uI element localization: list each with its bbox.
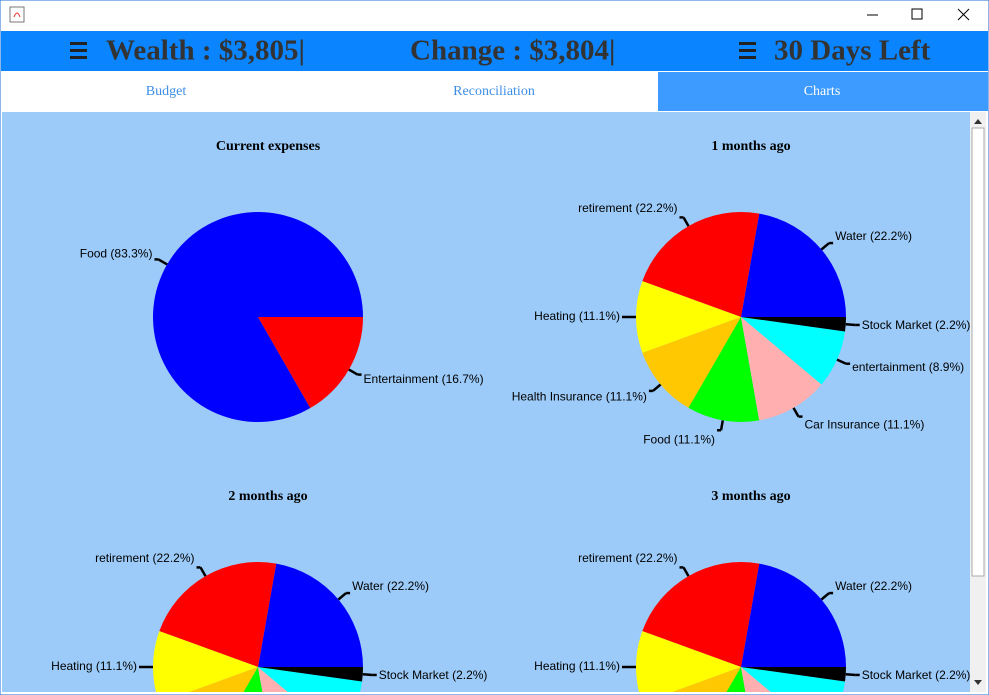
label-link <box>792 407 800 418</box>
label-link <box>682 566 690 577</box>
slice-label: retirement (22.2%) <box>578 201 677 215</box>
pie-slice <box>672 667 741 692</box>
menu-icon[interactable] <box>70 42 87 59</box>
close-button[interactable] <box>957 8 970 21</box>
slice-label: Food (83.3%) <box>80 247 153 261</box>
tab[interactable]: Budget <box>146 84 187 99</box>
pie-slice <box>636 631 741 692</box>
maximize-button[interactable] <box>911 8 923 20</box>
label-link <box>348 368 359 376</box>
charts: Current expenses Food (83.3%) Entertainmen… <box>51 139 971 692</box>
pie-slice <box>741 667 771 692</box>
slice-label: Entertainment (16.7%) <box>364 372 484 386</box>
menu-icon[interactable] <box>739 42 756 59</box>
pie-slice <box>688 317 760 422</box>
label-link <box>337 592 347 601</box>
pie-slice <box>258 317 363 409</box>
label-link <box>199 566 207 577</box>
pie-slice <box>726 667 746 692</box>
pie-slice <box>258 667 288 692</box>
pie-slice <box>741 317 846 332</box>
slice-label: Water (22.2%) <box>352 579 429 593</box>
pie-slice <box>189 667 258 692</box>
label-link <box>836 358 847 365</box>
pie-slice <box>741 667 845 692</box>
label-link <box>820 242 830 251</box>
slice-label: Water (22.2%) <box>835 229 912 243</box>
app-icon <box>9 6 25 23</box>
pie-slice <box>258 563 363 667</box>
slice-label: Heating (11.1%) <box>534 659 620 673</box>
tab[interactable]: Reconciliation <box>453 84 535 99</box>
pie-slice <box>741 213 846 317</box>
pie-slice <box>258 667 364 682</box>
label-link <box>682 216 690 227</box>
label-link <box>820 592 830 601</box>
pie-slice <box>642 562 760 667</box>
label-link <box>845 323 856 327</box>
pie-slice <box>741 317 822 421</box>
pie-slice <box>642 212 760 317</box>
slice-label: Heating (11.1%) <box>51 659 137 673</box>
slice-label: Health Insurance (11.1%) <box>512 390 647 404</box>
wealth: Wealth : $3,805| <box>106 35 305 67</box>
chart-title: 2 months ago <box>228 489 307 504</box>
days-left: 30 Days Left <box>774 35 931 67</box>
slice-label: Water (22.2%) <box>835 579 912 593</box>
tab-strip <box>1 72 658 111</box>
pie-slice <box>153 631 258 692</box>
pie-slice <box>642 317 741 408</box>
label-link <box>719 420 724 431</box>
selected-tab[interactable] <box>658 72 988 111</box>
label-link <box>362 673 373 677</box>
pie-slice <box>159 562 277 667</box>
label-link <box>845 673 856 677</box>
slice-label: Car Insurance (11.1%) <box>805 417 925 431</box>
slice-label: Heating (11.1%) <box>534 309 620 323</box>
tab[interactable]: Charts <box>804 84 841 99</box>
pie-slice <box>741 667 846 682</box>
app-icon-cup <box>13 12 21 18</box>
chart-title: Current expenses <box>216 139 321 154</box>
slice-label: Food (11.1%) <box>643 432 715 446</box>
slice-label: Stock Market (2.2%) <box>862 318 971 332</box>
slice-label: Stock Market (2.2%) <box>862 668 971 682</box>
chart-title: 3 months ago <box>711 489 790 504</box>
pie-slice <box>741 563 846 667</box>
header-bar <box>1 31 988 71</box>
pie-slice <box>243 667 263 692</box>
label-link <box>652 383 662 392</box>
chart-title: 1 months ago <box>711 139 790 154</box>
slice-label: retirement (22.2%) <box>578 551 677 565</box>
pie-slice <box>258 667 362 692</box>
scroll-thumb[interactable] <box>971 127 985 577</box>
slice-label: entertainment (8.9%) <box>852 360 964 374</box>
pie-slice <box>741 317 845 385</box>
pie-slice <box>636 281 741 353</box>
slice-label: Stock Market (2.2%) <box>379 668 488 682</box>
slice-label: retirement (22.2%) <box>95 551 194 565</box>
change: Change : $3,804| <box>410 35 615 67</box>
label-link <box>157 258 168 266</box>
